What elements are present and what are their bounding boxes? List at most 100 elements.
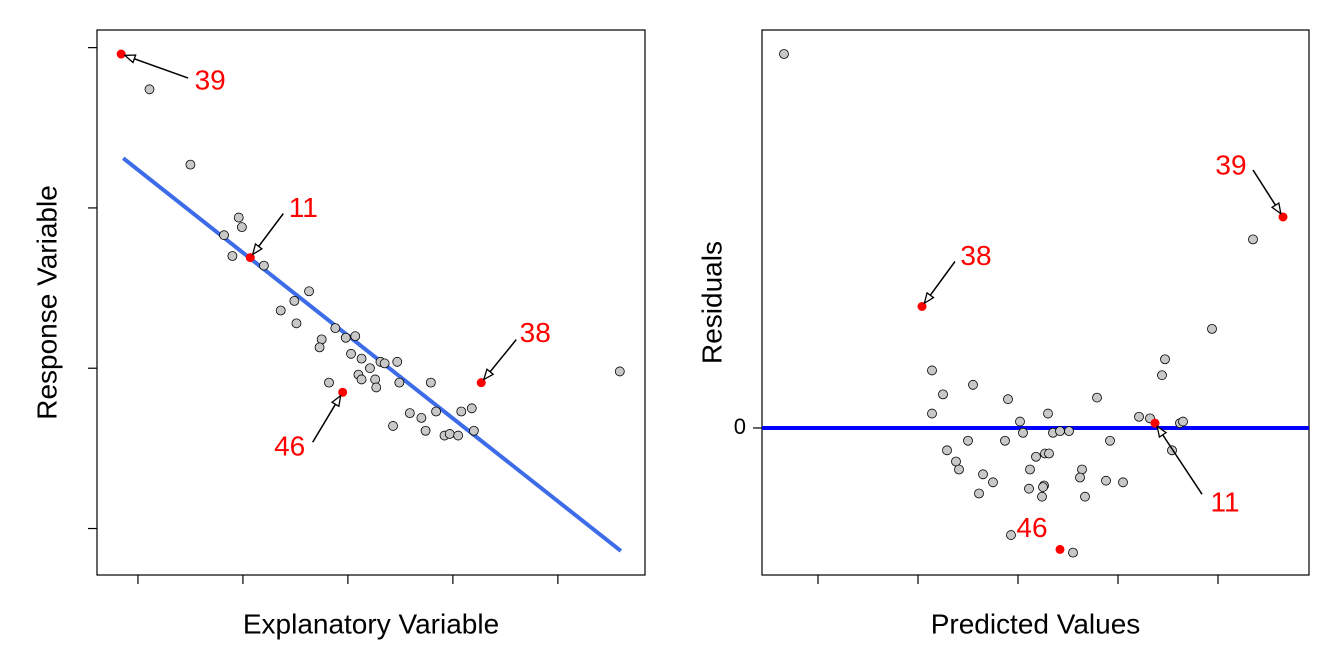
highlighted-point [1055, 544, 1065, 554]
point [365, 363, 375, 374]
point [314, 342, 325, 353]
point [456, 406, 467, 417]
point [304, 286, 314, 297]
annotation-arrow [312, 396, 341, 443]
point [927, 365, 937, 376]
y-tick-label: 0 [734, 414, 746, 439]
annotation-arrow [1252, 169, 1281, 214]
highlighted-point [116, 49, 126, 59]
point [1018, 427, 1028, 438]
point [779, 49, 789, 59]
annotation-label: 39 [1215, 149, 1246, 180]
plot-frame [761, 29, 1310, 576]
point [1025, 464, 1035, 475]
point [1101, 475, 1111, 486]
point [404, 408, 415, 419]
point [1160, 354, 1170, 365]
point [236, 222, 247, 233]
point [466, 403, 477, 414]
point [978, 469, 988, 480]
point [988, 477, 998, 488]
point [425, 377, 436, 388]
point [1044, 448, 1054, 459]
point [963, 435, 973, 446]
point [968, 379, 978, 390]
point [1003, 394, 1013, 405]
y-axis-title: Response Variable [31, 185, 62, 420]
x-axis-title: Explanatory Variable [243, 608, 499, 639]
point [289, 295, 300, 306]
point [1037, 491, 1047, 502]
point [379, 358, 390, 369]
point [927, 408, 937, 419]
point [431, 406, 441, 417]
point [316, 334, 327, 345]
point [1024, 483, 1034, 494]
point [356, 353, 367, 364]
point [346, 348, 356, 359]
annotation-label: 11 [1210, 487, 1239, 518]
annotation-label: 38 [960, 240, 991, 271]
point [275, 305, 286, 316]
point [1134, 411, 1144, 422]
point [938, 389, 948, 400]
point [291, 318, 302, 329]
point [1000, 435, 1010, 446]
point [1064, 426, 1074, 437]
point [330, 323, 341, 334]
point [1006, 530, 1016, 540]
point [1055, 426, 1065, 437]
highlighted-point [1150, 418, 1160, 428]
point [1043, 408, 1053, 419]
point [1248, 234, 1258, 245]
point [1178, 416, 1188, 427]
point [324, 377, 334, 388]
point [144, 84, 155, 95]
point [219, 230, 229, 241]
point [942, 445, 952, 456]
point [233, 212, 244, 223]
point [1207, 323, 1217, 334]
annotation-label: 46 [1016, 512, 1047, 543]
point [1118, 477, 1128, 488]
annotation-label: 39 [195, 64, 226, 95]
point [1038, 482, 1048, 492]
y-axis-title: Residuals [696, 241, 727, 364]
point [1077, 464, 1087, 475]
point [1092, 392, 1102, 403]
point [614, 366, 625, 377]
point [974, 488, 984, 499]
annotation-arrow [125, 55, 189, 79]
annotation-arrow [484, 339, 517, 380]
point [371, 382, 382, 393]
point [1080, 491, 1090, 502]
point [340, 332, 351, 343]
highlighted-point [1278, 212, 1288, 222]
point [1105, 435, 1115, 446]
annotation-label: 11 [289, 192, 318, 223]
annotation-label: 46 [274, 431, 305, 462]
point [1068, 547, 1078, 558]
point [453, 430, 464, 441]
highlighted-point [338, 387, 348, 397]
annotation-arrow [253, 213, 284, 255]
point [1075, 472, 1085, 483]
point [468, 425, 479, 436]
point [444, 429, 455, 439]
point [350, 331, 361, 342]
point [370, 374, 381, 385]
point [259, 260, 269, 271]
point [1015, 416, 1025, 427]
point [416, 413, 427, 423]
point [394, 377, 405, 388]
point [420, 425, 431, 436]
point [185, 159, 196, 170]
point [388, 421, 398, 431]
point [227, 251, 238, 261]
x-axis-title: Predicted Values [931, 608, 1141, 639]
plot-frame [96, 29, 646, 576]
annotation-arrow [924, 261, 956, 303]
fit-line [122, 156, 623, 553]
